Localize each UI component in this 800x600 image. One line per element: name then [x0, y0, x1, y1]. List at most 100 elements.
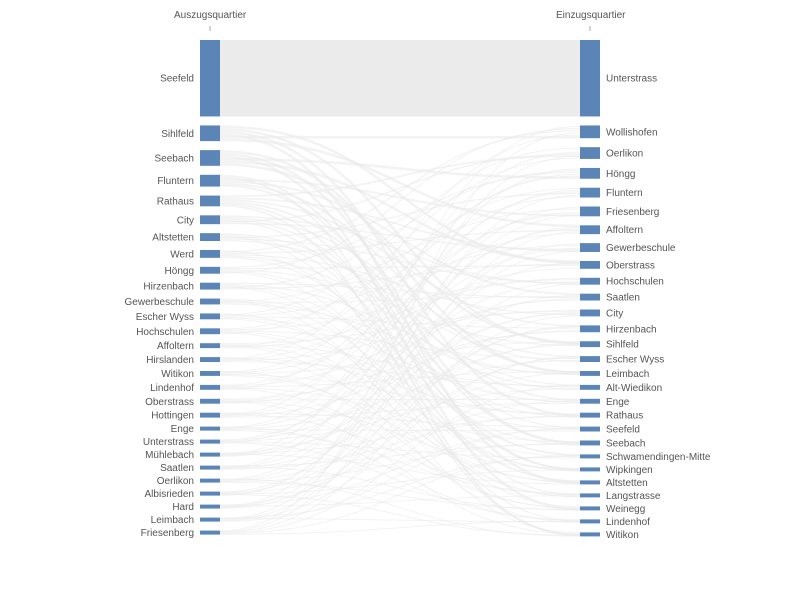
left-node[interactable] — [200, 282, 220, 290]
right-node[interactable] — [580, 293, 600, 301]
link-flow — [219, 250, 581, 509]
left-node-label: Friesenberg — [141, 528, 194, 539]
link-flow — [219, 442, 581, 521]
right-node[interactable] — [580, 371, 600, 376]
link-flow — [219, 191, 581, 429]
right-node[interactable] — [580, 243, 600, 252]
right-node[interactable] — [580, 206, 600, 217]
left-node[interactable] — [200, 40, 220, 117]
right-node[interactable] — [580, 440, 600, 446]
link-flow — [219, 153, 581, 223]
left-node[interactable] — [200, 298, 220, 305]
left-node-label: Mühlebach — [145, 450, 194, 461]
right-node[interactable] — [580, 532, 600, 537]
link-flow — [219, 170, 581, 289]
left-node[interactable] — [200, 412, 220, 418]
link-flow — [219, 481, 581, 510]
left-node[interactable] — [200, 343, 220, 349]
right-node-label: Rathaus — [606, 411, 643, 422]
right-node[interactable] — [580, 493, 600, 498]
left-node[interactable] — [200, 530, 220, 535]
link-flow — [219, 253, 581, 316]
right-node[interactable] — [580, 260, 600, 269]
right-node-label: Enge — [606, 397, 630, 408]
left-node[interactable] — [200, 195, 220, 207]
links-layer — [219, 40, 581, 537]
link-flow — [219, 412, 581, 428]
left-node[interactable] — [200, 504, 220, 509]
right-node[interactable] — [580, 412, 600, 418]
right-node-label: Affoltern — [606, 225, 643, 236]
link-flow — [219, 180, 581, 296]
right-node[interactable] — [580, 506, 600, 511]
right-node[interactable] — [580, 384, 600, 390]
left-node-label: Gewerbeschule — [125, 297, 195, 308]
right-node[interactable] — [580, 277, 600, 285]
right-node[interactable] — [580, 426, 600, 432]
left-node[interactable] — [200, 517, 220, 522]
right-node-label: Hochschulen — [606, 277, 664, 288]
left-node-label: Witikon — [161, 369, 194, 380]
left-node[interactable] — [200, 328, 220, 335]
right-node-label: Friesenberg — [606, 207, 659, 218]
link-flow — [219, 229, 581, 254]
left-node[interactable] — [200, 384, 220, 390]
left-node[interactable] — [200, 439, 220, 444]
right-node-label: Sihlfeld — [606, 340, 639, 351]
right-node[interactable] — [580, 398, 600, 404]
link-flow — [219, 132, 581, 532]
left-node[interactable] — [200, 250, 220, 258]
left-node[interactable] — [200, 478, 220, 483]
right-node[interactable] — [580, 125, 600, 139]
link-flow — [219, 277, 581, 349]
link-flow — [219, 262, 581, 469]
link-flow — [219, 344, 581, 458]
left-node[interactable] — [200, 233, 220, 241]
link-flow — [219, 243, 581, 493]
right-node[interactable] — [580, 309, 600, 317]
right-node-label: Oerlikon — [606, 149, 643, 160]
link-flow — [219, 374, 581, 483]
link-flow — [219, 239, 581, 363]
left-node-label: Rathaus — [157, 196, 194, 207]
right-node[interactable] — [580, 225, 600, 235]
right-node[interactable] — [580, 147, 600, 159]
right-node[interactable] — [580, 341, 600, 348]
left-node[interactable] — [200, 465, 220, 470]
link-flow — [219, 494, 581, 536]
left-node[interactable] — [200, 150, 220, 166]
left-node[interactable] — [200, 125, 220, 142]
left-node[interactable] — [200, 398, 220, 404]
right-node[interactable] — [580, 519, 600, 524]
link-flow — [219, 495, 581, 507]
left-axis-title: Auszugsquartier — [174, 10, 247, 21]
left-node[interactable] — [200, 357, 220, 362]
right-node-label: Oberstrass — [606, 260, 655, 271]
left-node[interactable] — [200, 426, 220, 431]
left-node[interactable] — [200, 491, 220, 496]
left-node-label: Hottingen — [151, 411, 194, 422]
right-node[interactable] — [580, 40, 600, 117]
left-node[interactable] — [200, 452, 220, 457]
right-node-label: Altstetten — [606, 478, 648, 489]
right-node-label: Alt-Wiedikon — [606, 383, 662, 394]
right-node[interactable] — [580, 325, 600, 333]
link-flow — [219, 271, 581, 482]
left-node[interactable] — [200, 313, 220, 320]
left-node[interactable] — [200, 174, 220, 187]
right-node[interactable] — [580, 480, 600, 485]
left-node[interactable] — [200, 266, 220, 274]
link-flow — [219, 311, 581, 457]
left-node[interactable] — [200, 215, 220, 225]
right-node[interactable] — [580, 187, 600, 198]
link-flow — [219, 128, 581, 274]
link-flow — [219, 188, 581, 330]
right-node[interactable] — [580, 454, 600, 459]
right-node[interactable] — [580, 467, 600, 472]
right-node[interactable] — [580, 356, 600, 362]
right-node[interactable] — [580, 167, 600, 179]
left-node-label: Hirzenbach — [143, 282, 194, 293]
left-node-label: Albisrieden — [145, 489, 194, 500]
left-node[interactable] — [200, 371, 220, 376]
link-flow — [219, 315, 581, 533]
